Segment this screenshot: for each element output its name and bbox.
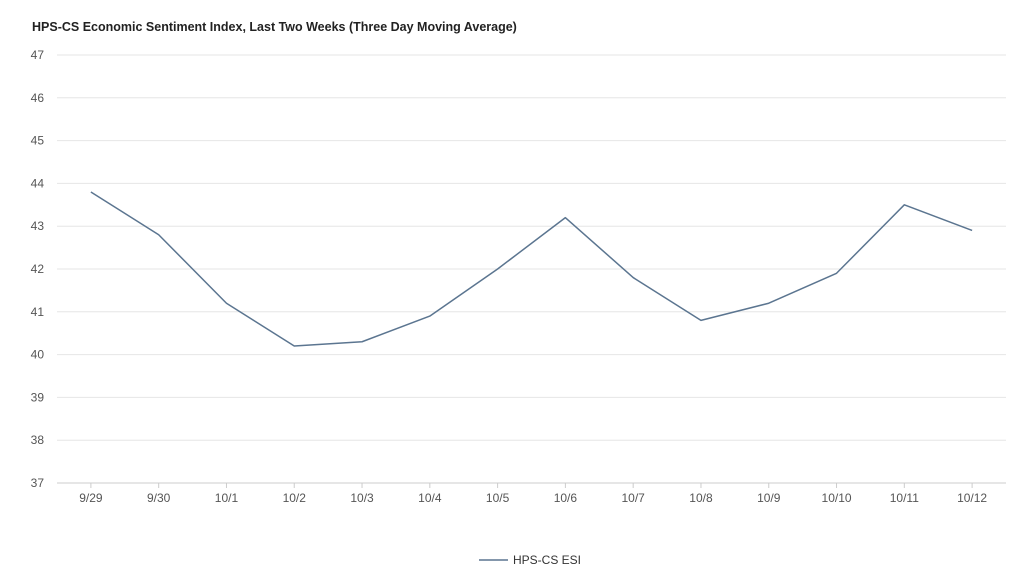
y-tick-label: 45: [31, 134, 45, 148]
data-point[interactable]: [562, 215, 568, 221]
x-tick-label: 10/5: [486, 491, 510, 505]
x-tick-label: 9/30: [147, 491, 171, 505]
series-layer: [88, 189, 975, 349]
data-point[interactable]: [223, 300, 229, 306]
data-point[interactable]: [88, 189, 94, 195]
x-tick-label: 10/11: [890, 491, 919, 505]
x-tick-label: 10/1: [215, 491, 239, 505]
y-tick-label: 39: [31, 390, 45, 404]
legend-label-hps-cs-esi: HPS-CS ESI: [513, 553, 581, 567]
x-tick-label: 9/29: [79, 491, 103, 505]
y-axis: 37 38 39 40 41 42 43 44 45 46 47: [31, 48, 45, 490]
y-tick-label: 42: [31, 262, 45, 276]
y-tick-label: 40: [31, 348, 45, 362]
x-tick-label: 10/4: [418, 491, 442, 505]
data-point[interactable]: [156, 232, 162, 238]
y-tick-label: 47: [31, 48, 45, 62]
data-point[interactable]: [698, 317, 704, 323]
x-tick-label: 10/9: [757, 491, 781, 505]
x-tick-label: 10/7: [621, 491, 645, 505]
chart-title: HPS-CS Economic Sentiment Index, Last Tw…: [32, 20, 517, 34]
legend[interactable]: HPS-CS ESI: [479, 553, 581, 567]
x-tick-label: 10/10: [822, 491, 852, 505]
grid-lines: [57, 54, 1006, 484]
y-tick-label: 44: [31, 176, 45, 190]
data-point[interactable]: [969, 227, 975, 233]
data-point[interactable]: [630, 275, 636, 281]
y-tick-label: 38: [31, 433, 45, 447]
x-tick-label: 10/6: [554, 491, 578, 505]
data-point[interactable]: [766, 300, 772, 306]
x-axis: 9/29 9/30 10/1 10/2 10/3 10/4 10/5 10/6 10/7 10/8…: [79, 483, 987, 505]
x-tick-label: 10/8: [689, 491, 713, 505]
y-tick-label: 37: [31, 476, 45, 490]
data-point[interactable]: [901, 202, 907, 208]
data-point[interactable]: [495, 266, 501, 272]
x-tick-label: 10/3: [350, 491, 374, 505]
series-line-hps-cs-esi[interactable]: [90, 191, 973, 347]
y-tick-label: 43: [31, 219, 45, 233]
x-tick-label: 10/2: [283, 491, 307, 505]
data-point[interactable]: [359, 339, 365, 345]
data-point[interactable]: [427, 313, 433, 319]
x-tick-label: 10/12: [957, 491, 987, 505]
y-tick-label: 41: [31, 305, 45, 319]
data-point[interactable]: [291, 343, 297, 349]
y-tick-label: 46: [31, 91, 45, 105]
data-point[interactable]: [834, 270, 840, 276]
